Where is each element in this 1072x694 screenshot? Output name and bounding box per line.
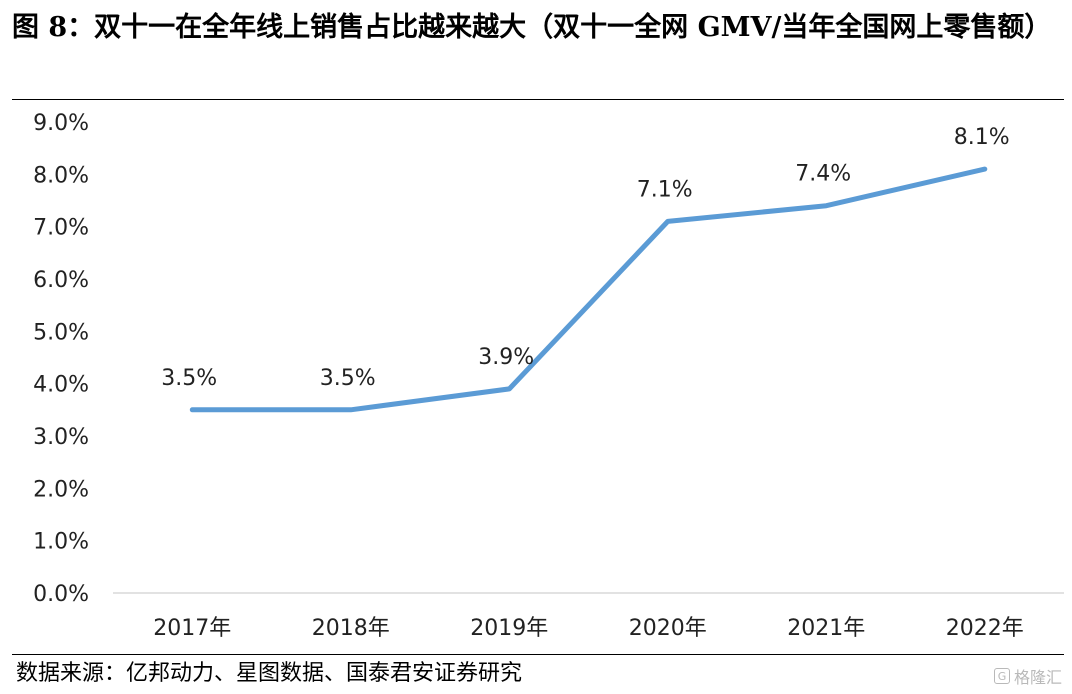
x-tick-label: 2022年 (946, 616, 1024, 641)
data-label: 3.5% (320, 366, 376, 391)
data-label: 7.4% (795, 162, 851, 187)
data-label: 8.1% (954, 125, 1010, 150)
y-tick-labels: 0.0% 1.0% 2.0% 3.0% 4.0% 5.0% 6.0% 7.0% 8.0% 9.0% (33, 111, 89, 607)
data-label: 7.1% (637, 177, 693, 202)
x-tick-label: 2019年 (470, 616, 548, 641)
series-line (189, 166, 988, 413)
y-tick-label: 5.0% (33, 320, 89, 345)
bottom-rule (12, 654, 1064, 655)
watermark: G 格隆汇 (993, 664, 1062, 688)
series-layer (189, 166, 988, 413)
y-tick-label: 9.0% (33, 111, 89, 136)
y-tick-label: 2.0% (33, 477, 89, 502)
y-tick-label: 4.0% (33, 373, 89, 398)
y-tick-label: 6.0% (33, 268, 89, 293)
x-tick-label: 2021年 (787, 616, 865, 641)
line-chart: 0.0% 1.0% 2.0% 3.0% 4.0% 5.0% 6.0% 7.0% 8.0% 9.0%… (33, 111, 1064, 641)
y-tick-label: 3.0% (33, 425, 89, 450)
y-tick-label: 0.0% (33, 582, 89, 607)
y-tick-label: 8.0% (33, 163, 89, 188)
y-tick-label: 7.0% (33, 216, 89, 241)
data-label: 3.5% (161, 366, 217, 391)
watermark-text: 格隆汇 (1013, 668, 1062, 687)
top-rule (12, 99, 1064, 100)
x-tick-label: 2020年 (629, 616, 707, 641)
x-tick-label: 2017年 (153, 616, 231, 641)
g-logo-icon: G (993, 668, 1010, 684)
source-note: 数据来源：亿邦动力、星图数据、国泰君安证券研究 (16, 661, 523, 686)
data-label: 3.9% (478, 345, 534, 370)
x-tick-label: 2018年 (312, 616, 390, 641)
y-tick-label: 1.0% (33, 530, 89, 555)
data-labels: 3.5% 3.5% 3.9% 7.1% 7.4% 8.1% (161, 125, 1009, 391)
x-tick-labels: 2017年 2018年 2019年 2020年 2021年 2022年 (153, 616, 1024, 641)
figure-title: 图 8：双十一在全年线上销售占比越来越大（双十一全网 GMV/当年全国网上零售额… (12, 12, 1052, 43)
